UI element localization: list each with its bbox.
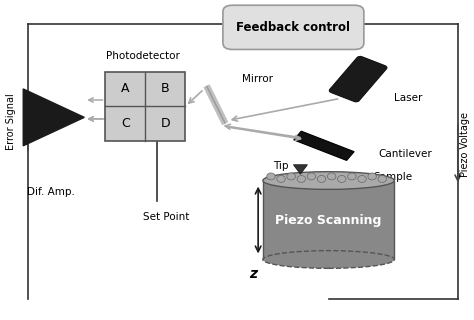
Ellipse shape: [358, 175, 366, 182]
Text: Piezo Scanning: Piezo Scanning: [275, 213, 382, 227]
Ellipse shape: [317, 175, 326, 182]
Text: D: D: [161, 117, 170, 130]
Text: Piezo Voltage: Piezo Voltage: [460, 112, 470, 177]
Ellipse shape: [263, 172, 394, 189]
Text: C: C: [121, 117, 130, 130]
Ellipse shape: [337, 175, 346, 182]
FancyBboxPatch shape: [223, 5, 364, 50]
Text: Error Signal: Error Signal: [7, 94, 17, 150]
Ellipse shape: [347, 173, 356, 180]
Text: Photodetector: Photodetector: [106, 51, 180, 61]
Ellipse shape: [263, 251, 394, 268]
Ellipse shape: [267, 173, 275, 180]
Text: Tip: Tip: [273, 161, 289, 171]
Ellipse shape: [297, 175, 306, 182]
Ellipse shape: [368, 173, 376, 180]
Ellipse shape: [277, 175, 285, 182]
Text: Set Point: Set Point: [143, 212, 190, 222]
FancyBboxPatch shape: [329, 56, 387, 102]
Text: Mirror: Mirror: [242, 75, 273, 84]
Ellipse shape: [307, 173, 316, 180]
Ellipse shape: [378, 175, 386, 182]
Polygon shape: [23, 89, 84, 146]
Text: Dif. Amp.: Dif. Amp.: [27, 187, 75, 196]
Bar: [105, 72, 185, 141]
Text: B: B: [161, 83, 170, 95]
Text: Sample: Sample: [373, 172, 412, 182]
Polygon shape: [293, 165, 308, 174]
Text: Laser: Laser: [394, 93, 423, 103]
Text: z: z: [249, 268, 257, 281]
Text: Cantilever: Cantilever: [378, 149, 432, 159]
Ellipse shape: [328, 173, 336, 180]
Bar: [294, 131, 354, 160]
Text: A: A: [121, 83, 130, 95]
Text: Feedback control: Feedback control: [237, 21, 350, 34]
Bar: [263, 180, 394, 260]
Ellipse shape: [287, 173, 295, 180]
